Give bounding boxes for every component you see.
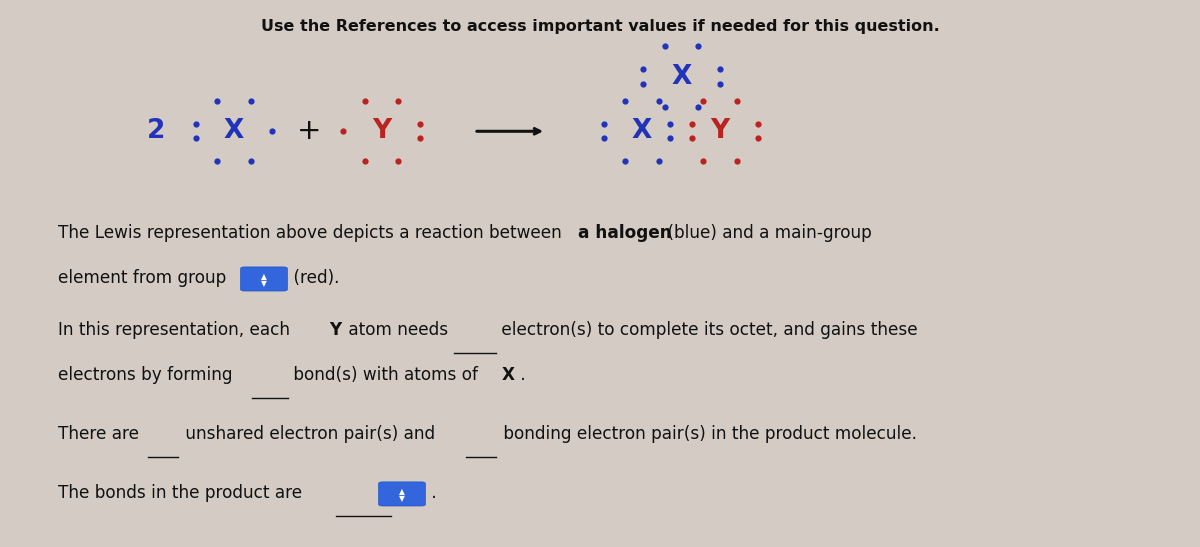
Text: There are: There are xyxy=(58,425,139,443)
Text: atom needs: atom needs xyxy=(343,321,449,339)
Text: bond(s) with atoms of: bond(s) with atoms of xyxy=(288,366,484,384)
Text: .: . xyxy=(426,484,437,502)
Text: bonding electron pair(s) in the product molecule.: bonding electron pair(s) in the product … xyxy=(498,425,917,443)
Text: Y: Y xyxy=(372,118,391,144)
Text: X: X xyxy=(672,63,691,90)
Text: element from group: element from group xyxy=(58,269,226,287)
Text: ▼: ▼ xyxy=(400,494,404,503)
Text: (red).: (red). xyxy=(288,269,340,287)
Text: ▲: ▲ xyxy=(262,272,266,281)
Text: 2: 2 xyxy=(146,118,166,144)
Text: +: + xyxy=(298,117,322,146)
Text: X: X xyxy=(632,118,652,144)
Text: ▲: ▲ xyxy=(400,487,404,496)
Text: X: X xyxy=(502,366,515,384)
Text: a halogen: a halogen xyxy=(578,224,672,242)
Text: X: X xyxy=(224,118,244,144)
Text: Y: Y xyxy=(329,321,341,339)
Text: The Lewis representation above depicts a reaction between: The Lewis representation above depicts a… xyxy=(58,224,566,242)
Text: In this representation, each: In this representation, each xyxy=(58,321,295,339)
Text: ▼: ▼ xyxy=(262,279,266,288)
FancyBboxPatch shape xyxy=(378,482,425,506)
FancyBboxPatch shape xyxy=(240,267,288,291)
Text: (blue) and a main-group: (blue) and a main-group xyxy=(662,224,872,242)
Text: .: . xyxy=(515,366,526,384)
Text: Y: Y xyxy=(710,118,730,144)
Text: The bonds in the product are: The bonds in the product are xyxy=(58,484,301,502)
Text: electron(s) to complete its octet, and gains these: electron(s) to complete its octet, and g… xyxy=(496,321,917,339)
Text: Use the References to access important values if needed for this question.: Use the References to access important v… xyxy=(260,19,940,34)
Text: unshared electron pair(s) and: unshared electron pair(s) and xyxy=(180,425,436,443)
Text: electrons by forming: electrons by forming xyxy=(58,366,232,384)
